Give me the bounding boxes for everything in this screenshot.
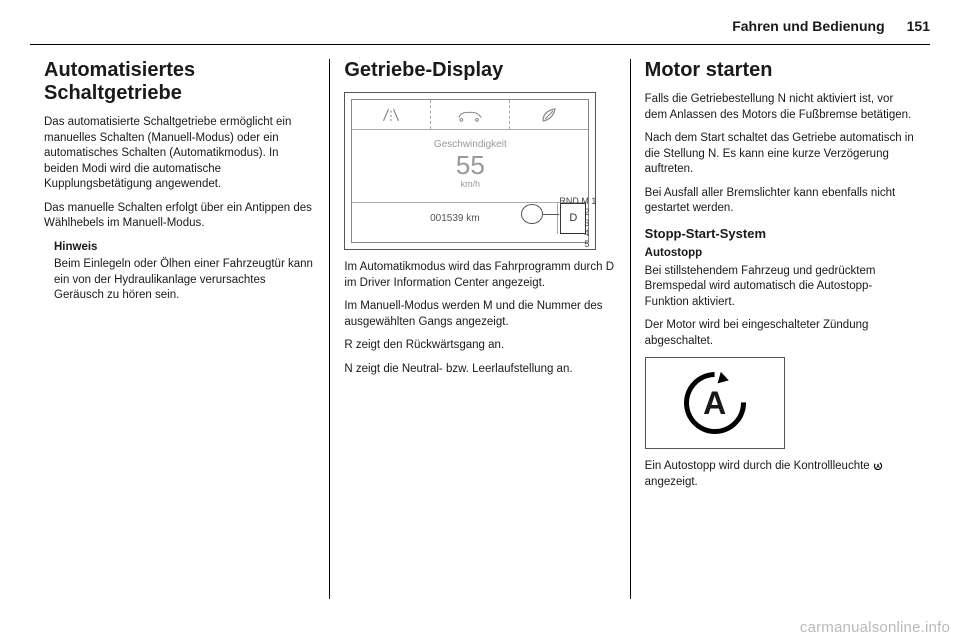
col2-p2: Im Manuell-Modus werden M und die Nummer… <box>344 299 615 330</box>
col3-p4: Bei stillstehendem Fahrzeug und gedrückt… <box>645 264 916 311</box>
content-columns: Automatisiertes Schaltgetriebe Das autom… <box>30 59 930 599</box>
col2-p4: N zeigt die Neutral- bzw. Leerlaufstellu… <box>344 362 615 378</box>
autostop-icon-figure: A <box>645 357 785 449</box>
col3-p6: Ein Autostopp wird durch die Kontrollleu… <box>645 459 916 490</box>
col3-subheading-small: Autostopp <box>645 246 916 262</box>
svg-text:A: A <box>876 464 880 470</box>
leaf-icon <box>510 100 588 129</box>
lane-icon <box>352 100 431 129</box>
column-1: Automatisiertes Schaltgetriebe Das autom… <box>30 59 329 599</box>
col3-p6b: angezeigt. <box>645 476 698 488</box>
hint-body: Beim Einlegeln oder Ölhen einer Fahrzeug… <box>54 257 315 304</box>
display-center: Geschwindigkeit 55 km/h <box>352 130 588 202</box>
hint-title: Hinweis <box>54 240 315 256</box>
header-rule <box>30 44 930 45</box>
page-number: 151 <box>907 18 930 34</box>
col1-p2: Das manuelle Schalten erfolgt über ein A… <box>44 201 315 232</box>
autostop-inline-icon: A <box>873 461 883 471</box>
page-header: Fahren und Bedienung 151 <box>30 18 930 40</box>
column-2: Getriebe-Display <box>329 59 629 599</box>
col3-title: Motor starten <box>645 59 916 82</box>
gear-indicator: D <box>560 203 586 234</box>
col2-p3: R zeigt den Rückwärtsgang an. <box>344 338 615 354</box>
column-3: Motor starten Falls die Getriebestellung… <box>630 59 930 599</box>
col3-p5: Der Motor wird bei eingeschalteter Zündu… <box>645 318 916 349</box>
col2-p1: Im Automatikmodus wird das Fahrprogramm … <box>344 260 615 291</box>
display-inner: Geschwindigkeit 55 km/h 001539 km D <box>351 99 589 243</box>
col1-title: Automatisiertes Schaltgetriebe <box>44 59 315 105</box>
speed-value: 55 <box>352 152 588 178</box>
hint-block: Hinweis Beim Einlegeln oder Ölhen einer … <box>54 240 315 304</box>
col3-p3: Bei Ausfall aller Bremslichter kann eben… <box>645 186 916 217</box>
col3-p2: Nach dem Start schaltet das Getriebe aut… <box>645 131 916 178</box>
col3-p1: Falls die Getriebestellung N nicht aktiv… <box>645 92 916 123</box>
car-icon <box>431 100 510 129</box>
odometer: 001539 km <box>352 203 558 234</box>
watermark: carmanualsonline.info <box>800 619 950 636</box>
col3-subheading: Stopp-Start-System <box>645 225 916 243</box>
col2-title: Getriebe-Display <box>344 59 615 82</box>
autostop-icon: A <box>684 372 746 434</box>
speed-unit: km/h <box>352 178 588 190</box>
transmission-display-figure: Geschwindigkeit 55 km/h 001539 km D RND … <box>344 92 596 250</box>
autostop-letter: A <box>684 372 746 434</box>
col1-p1: Das automatisierte Schaltgetriebe ermögl… <box>44 115 315 193</box>
display-bottom: 001539 km D <box>352 202 588 234</box>
col3-p6a: Ein Autostopp wird durch die Kontrollleu… <box>645 460 873 472</box>
chapter-title: Fahren und Bedienung <box>732 18 884 34</box>
display-top-icons <box>352 100 588 130</box>
